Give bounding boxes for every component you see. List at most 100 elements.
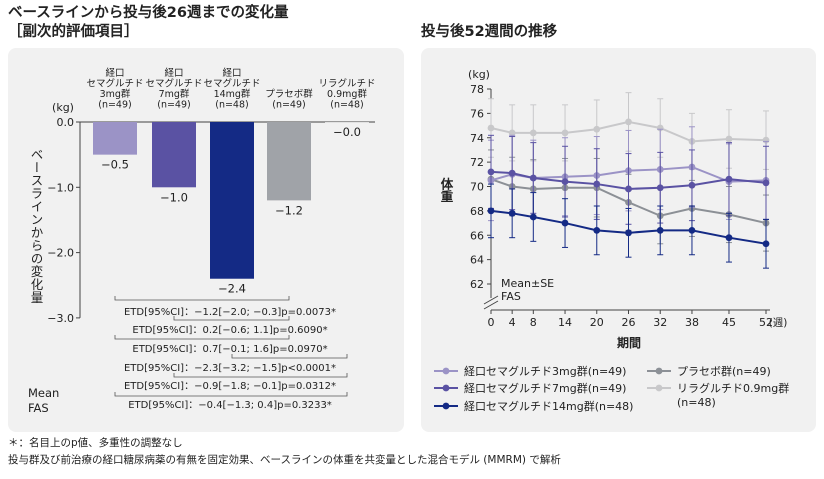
data-point <box>762 179 770 187</box>
legend-marker <box>442 402 450 410</box>
left-chart-panel <box>8 48 404 432</box>
data-point <box>656 184 664 192</box>
data-point <box>487 124 495 132</box>
legend-marker <box>655 384 663 392</box>
left-chart-title-line2: ［副次的評価項目］ <box>8 24 139 40</box>
right-y-tick-label: 68 <box>470 205 484 218</box>
left-y-tick-label: −3.0 <box>47 312 74 325</box>
series-line <box>490 209 767 245</box>
axis-break-mark <box>483 295 499 305</box>
data-point <box>508 209 516 217</box>
bar-1 <box>93 122 137 155</box>
data-point <box>529 129 537 137</box>
data-point <box>561 178 569 186</box>
left-group-label: 3mg群 <box>100 88 131 100</box>
legend-label-cont: (n=48) <box>677 396 716 409</box>
right-x-tick-label: 14 <box>558 316 572 329</box>
data-point <box>508 169 516 177</box>
left-group-label: セマグルチド <box>145 78 202 90</box>
etd-label: ETD[95%CI]：−0.9[−1.8; −0.1]p=0.0312* <box>124 381 336 392</box>
data-point <box>593 125 601 133</box>
right-y-tick-label: 78 <box>470 83 484 96</box>
bar-4 <box>267 122 311 201</box>
left-bar-chart: 0.0−1.0−2.0−3.0(kg)ベースラインからの変化量経口セマグルチド3… <box>28 67 376 415</box>
bar-3 <box>210 122 254 279</box>
left-group-label: セマグルチド <box>203 78 260 90</box>
data-point <box>656 226 664 234</box>
data-point <box>688 226 696 234</box>
right-x-tick-label: 26 <box>622 316 636 329</box>
right-y-tick-label: 70 <box>470 181 484 194</box>
right-y-tick-label: 74 <box>470 132 484 145</box>
etd-label: ETD[95%CI]：−1.2[−2.0; −0.3]p=0.0073* <box>124 307 336 318</box>
right-x-tick-label: 38 <box>685 316 699 329</box>
left-group-label: (n=48) <box>215 100 248 111</box>
data-point <box>762 240 770 248</box>
right-mean-label: Mean±SE <box>501 277 554 290</box>
right-y-tick-label: 72 <box>470 156 484 169</box>
etd-bracket <box>114 392 348 397</box>
data-point <box>487 207 495 215</box>
data-point <box>625 185 632 193</box>
series-line <box>490 120 767 143</box>
left-group-label: (n=48) <box>330 100 363 111</box>
left-group-label: プラセボ群 <box>265 88 313 100</box>
bar-5 <box>325 122 369 123</box>
right-week-unit-label: (週) <box>769 317 788 329</box>
etd-bracket <box>114 335 290 340</box>
etd-label: ETD[95%CI]：−2.3[−3.2; −1.5]p<0.0001* <box>124 363 336 374</box>
right-y-tick-label: 76 <box>470 107 484 120</box>
right-x-tick-label: 0 <box>488 316 495 329</box>
left-group-label: (n=49) <box>157 100 190 111</box>
data-point <box>561 219 569 227</box>
legend-label: プラセボ群(n=49) <box>677 364 771 378</box>
legend-marker <box>655 367 663 375</box>
data-point <box>625 118 632 126</box>
right-x-tick-label: 32 <box>653 316 667 329</box>
etd-bracket <box>114 296 290 301</box>
right-x-tick-label: 20 <box>590 316 604 329</box>
left-group-label: 経口 <box>222 67 241 79</box>
data-point <box>487 168 495 176</box>
data-point <box>688 181 696 189</box>
data-point <box>561 129 569 137</box>
right-chart-title: 投与後52週間の推移 <box>421 24 558 40</box>
data-point <box>529 213 537 221</box>
data-point <box>725 135 733 143</box>
legend-label: リラグルチド0.9mg群 <box>677 381 789 395</box>
left-group-label: 14mg群 <box>214 88 251 100</box>
right-x-tick-label: 52 <box>759 316 773 329</box>
legend-marker <box>442 367 450 375</box>
axis-break-mark <box>483 300 499 310</box>
left-group-label: 0.9mg群 <box>327 88 367 100</box>
footnote-analysis: 投与群及び前治療の経口糖尿病薬の有無を固定効果、ベースラインの体重を共変量とした… <box>8 454 561 466</box>
bar-value-label: −2.4 <box>218 282 246 296</box>
etd-bracket <box>173 373 348 378</box>
right-y-axis-label: 体重 <box>439 177 454 204</box>
right-line-chart: 62 64 66 68 70 72 74 76 78 (kg) 体重 0 4 8 14 20 26 32 38 45 5… <box>434 68 789 413</box>
bar-value-label: −0.5 <box>101 158 129 172</box>
data-point <box>593 180 601 188</box>
left-group-label: 7mg群 <box>159 88 190 100</box>
left-y-axis-label: ベースラインからの変化量 <box>29 148 44 304</box>
right-y-tick-label: 62 <box>470 278 484 291</box>
right-unit-label: (kg) <box>468 68 490 81</box>
bar-value-label: −0.0 <box>333 125 361 139</box>
right-x-tick-label: 4 <box>509 316 516 329</box>
left-mean-label: Mean <box>28 386 59 400</box>
left-chart-title-line1: ベースラインから投与後26週までの変化量 <box>8 5 289 21</box>
right-x-tick-label: 45 <box>722 316 736 329</box>
left-group-label: セマグルチド <box>86 78 143 90</box>
legend-label: 経口セマグルチド14mg群(n=48) <box>464 399 633 413</box>
etd-bracket <box>231 354 348 359</box>
left-group-label: 経口 <box>164 67 183 79</box>
data-point <box>508 129 516 137</box>
series-line <box>490 170 767 190</box>
left-unit-label: (kg) <box>52 101 74 114</box>
bar-2 <box>152 122 196 188</box>
data-point <box>593 226 601 234</box>
data-point <box>625 229 632 237</box>
right-y-tick-label: 64 <box>470 254 484 267</box>
left-y-tick-label: −2.0 <box>47 247 74 260</box>
